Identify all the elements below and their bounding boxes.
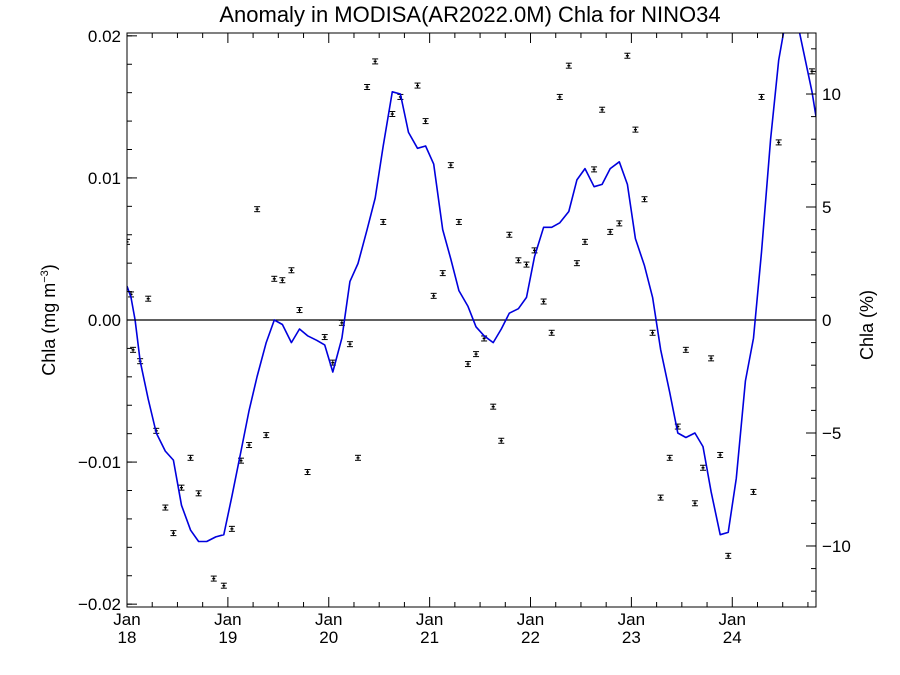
data-point <box>254 206 261 213</box>
data-point <box>170 530 177 537</box>
data-point <box>556 93 563 100</box>
data-point <box>145 295 152 302</box>
data-point <box>548 329 555 336</box>
x-tick-label-month: Jan <box>113 610 140 629</box>
data-point <box>758 93 765 100</box>
data-point <box>616 220 623 227</box>
y-left-tick-label: 0.01 <box>88 169 121 188</box>
y-left-tick-label: −0.02 <box>78 595 121 614</box>
y-axis-left-label-close: ) <box>39 264 59 270</box>
y-right-tick-label: −5 <box>822 424 841 443</box>
data-point <box>607 228 614 235</box>
data-point <box>372 58 379 65</box>
data-point <box>490 403 497 410</box>
data-point <box>717 451 724 458</box>
data-point <box>750 488 757 495</box>
data-point <box>430 292 437 299</box>
plot-area <box>127 33 816 589</box>
x-tick-label-year: 23 <box>622 628 641 647</box>
chart-title: Anomaly in MODISA(AR2022.0M) Chla for NI… <box>219 2 720 27</box>
data-point <box>506 231 513 238</box>
y-right-tick-label: 0 <box>822 311 831 330</box>
axes: Jan18Jan19Jan20Jan21Jan22Jan23Jan240.020… <box>78 27 851 647</box>
y-axis-left-label: Chla (mg m−3) <box>39 264 59 376</box>
data-point <box>641 196 648 203</box>
x-tick-label-month: Jan <box>416 610 443 629</box>
y-axis-right-label: Chla (%) <box>857 290 877 360</box>
data-point <box>380 218 387 225</box>
data-point <box>649 329 656 336</box>
data-point <box>565 62 572 69</box>
data-point <box>346 341 353 348</box>
y-left-tick-label: −0.01 <box>78 453 121 472</box>
data-point <box>355 454 362 461</box>
data-point <box>447 162 454 169</box>
data-point <box>127 238 130 245</box>
data-point <box>599 106 606 113</box>
data-point <box>414 82 421 89</box>
data-point <box>439 270 446 277</box>
data-point <box>296 307 303 314</box>
data-point <box>581 238 588 245</box>
data-point <box>573 260 580 267</box>
data-point <box>130 346 137 353</box>
y-axis-left-label-main: Chla (mg m <box>39 283 59 376</box>
data-point <box>271 275 278 282</box>
data-point <box>624 52 631 59</box>
x-tick-label-month: Jan <box>517 610 544 629</box>
y-right-tick-label: −10 <box>822 537 851 556</box>
x-tick-label-month: Jan <box>618 610 645 629</box>
data-point <box>708 355 715 362</box>
y-left-tick-label: 0.00 <box>88 311 121 330</box>
data-point <box>364 83 371 90</box>
data-point <box>666 454 673 461</box>
data-point <box>263 432 270 439</box>
data-point <box>228 525 235 532</box>
data-point <box>195 490 202 497</box>
data-point <box>591 166 598 173</box>
data-point <box>304 469 311 476</box>
data-point <box>288 267 295 274</box>
data-point <box>187 454 194 461</box>
data-point <box>515 257 522 264</box>
x-tick-label-year: 24 <box>723 628 742 647</box>
y-left-tick-label: 0.02 <box>88 27 121 46</box>
x-tick-label-month: Jan <box>719 610 746 629</box>
data-point <box>279 277 286 284</box>
data-point <box>210 575 217 582</box>
x-tick-label-year: 22 <box>521 628 540 647</box>
data-point <box>632 126 639 133</box>
data-point <box>162 504 169 511</box>
data-point <box>691 500 698 507</box>
data-point <box>775 139 782 146</box>
y-right-tick-label: 10 <box>822 85 841 104</box>
x-tick-label-month: Jan <box>214 610 241 629</box>
x-tick-label-month: Jan <box>315 610 342 629</box>
data-point <box>498 437 505 444</box>
data-point <box>473 351 480 358</box>
y-axis-left-label-sup: −3 <box>39 270 51 283</box>
data-point <box>540 298 547 305</box>
data-point <box>455 218 462 225</box>
y-right-tick-label: 5 <box>822 198 831 217</box>
x-tick-label-year: 19 <box>218 628 237 647</box>
data-point <box>389 110 396 117</box>
data-point <box>321 334 328 341</box>
data-point <box>657 494 664 501</box>
data-point <box>523 261 530 268</box>
data-point <box>725 552 732 559</box>
data-point <box>422 118 429 125</box>
x-tick-label-year: 18 <box>118 628 137 647</box>
data-point <box>464 361 471 368</box>
data-point <box>700 464 707 471</box>
series-line-chla-percent <box>127 33 816 543</box>
data-point <box>682 346 689 353</box>
x-tick-label-year: 20 <box>319 628 338 647</box>
data-point <box>220 582 227 589</box>
x-tick-label-year: 21 <box>420 628 439 647</box>
data-point <box>246 442 253 449</box>
